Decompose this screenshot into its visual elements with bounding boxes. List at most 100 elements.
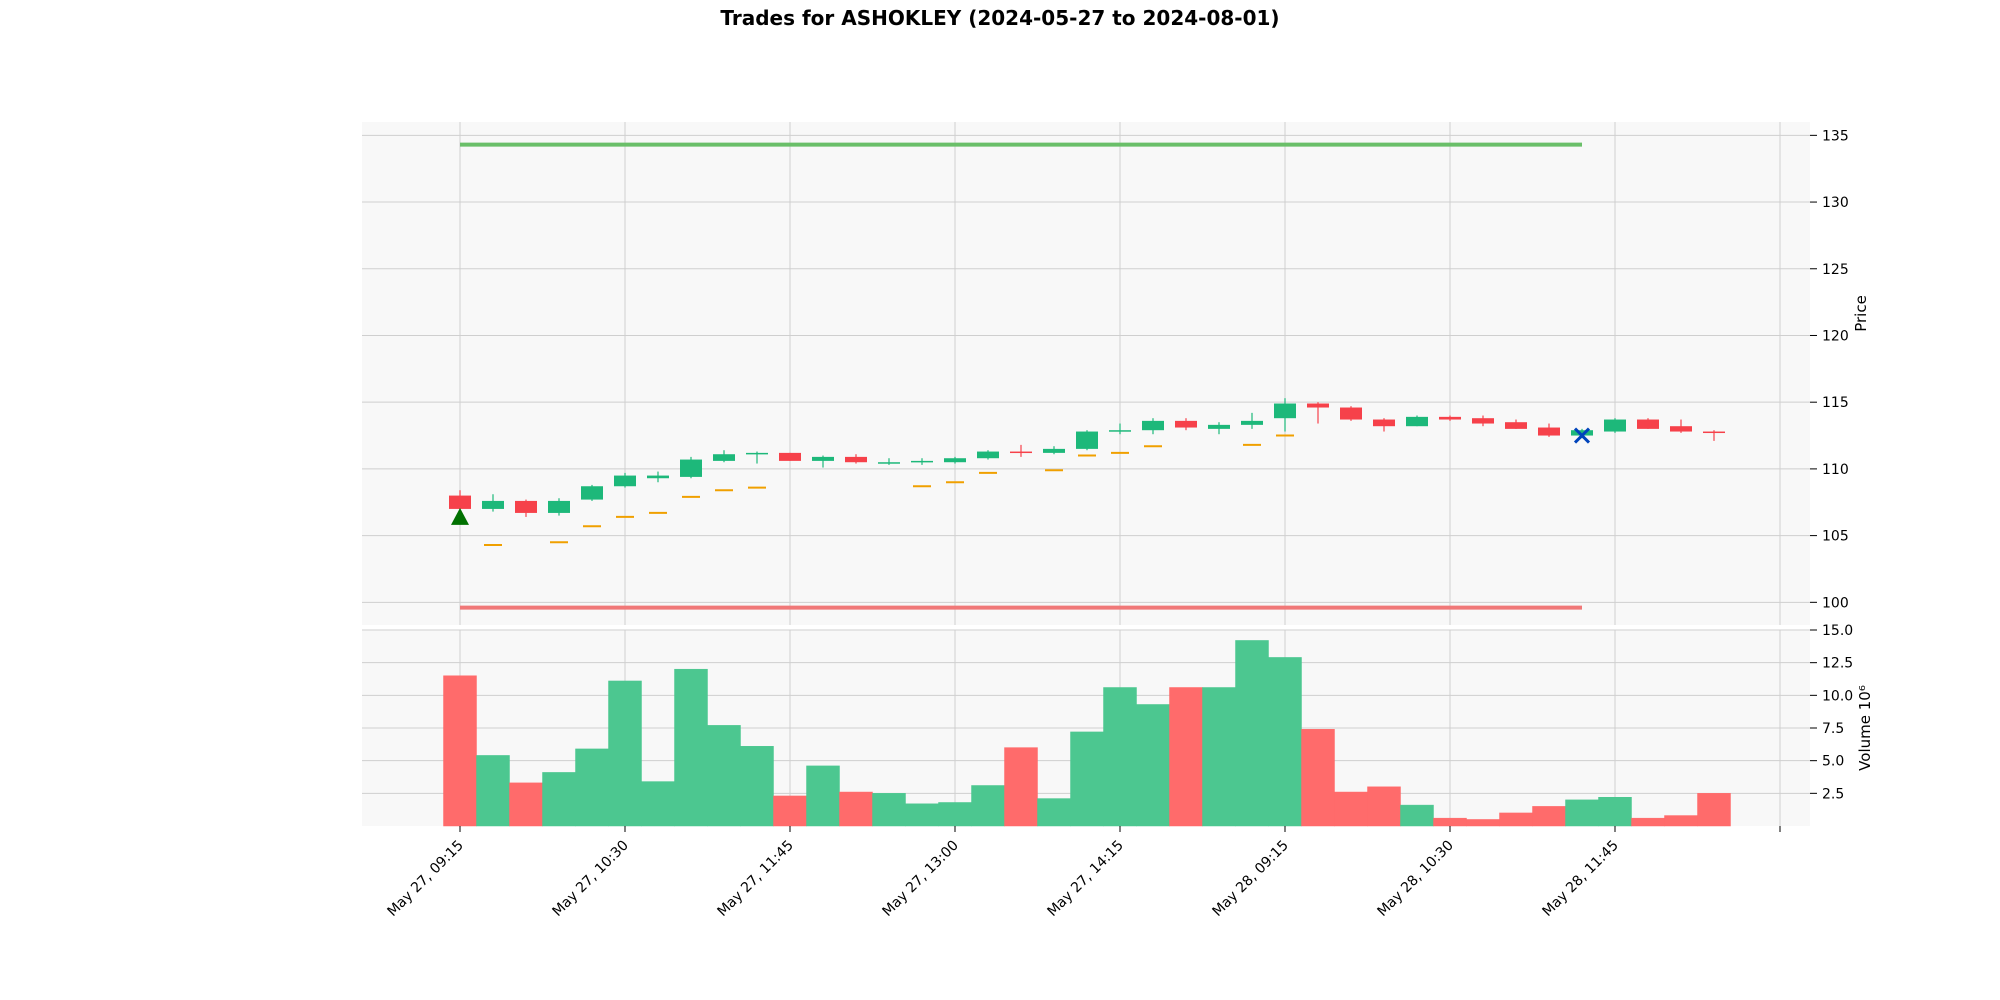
volume-bar (1631, 817, 1665, 827)
volume-bar (1037, 798, 1071, 827)
volume-bar (1664, 815, 1698, 827)
price-ytick-label: 100 (1822, 595, 1849, 611)
candle-body (944, 458, 966, 463)
volume-bar (1334, 791, 1368, 827)
volume-ytick-label: 5.0 (1822, 754, 1844, 770)
chart-title: Trades for ASHOKLEY (2024-05-27 to 2024-… (720, 6, 1280, 30)
volume-bar (1433, 817, 1467, 827)
volume-bar (1202, 687, 1236, 827)
candle-body (812, 456, 834, 461)
candle-body (1208, 424, 1230, 429)
volume-bar (443, 675, 477, 827)
x-tick-label: May 27, 14:15 (1044, 838, 1126, 920)
candle-body (779, 452, 801, 461)
volume-bar (971, 785, 1005, 827)
volume-bar (1004, 747, 1038, 827)
candle-body (1472, 418, 1494, 424)
price-ytick-label: 110 (1822, 462, 1849, 478)
candle-body (1604, 419, 1626, 432)
candle-body (548, 500, 570, 513)
price-ytick-label: 130 (1822, 195, 1849, 211)
candle-body (977, 451, 999, 459)
volume-panel: 2.5 5.0 7.5 10.0 12.5 15.0 Volume 10⁶ (362, 623, 1874, 827)
candle-body (878, 462, 900, 464)
candle-body (1637, 419, 1659, 429)
volume-bar (872, 793, 906, 827)
volume-bar (1400, 804, 1434, 827)
candle-body (911, 460, 933, 463)
x-tick-label: May 27, 10:30 (549, 838, 631, 920)
volume-ytick-label: 2.5 (1822, 786, 1844, 802)
volume-bar (1301, 729, 1335, 827)
volume-bar (1235, 640, 1269, 827)
volume-bar (1070, 731, 1104, 827)
candle-body (1307, 403, 1329, 408)
candle-body (614, 475, 636, 487)
candle-body (1505, 422, 1527, 429)
candle-body (1703, 431, 1725, 434)
volume-bar (1103, 687, 1137, 827)
candle-body (1175, 420, 1197, 428)
volume-ytick-label: 7.5 (1822, 721, 1844, 737)
candle-body (845, 456, 867, 463)
volume-bar (1598, 797, 1632, 827)
candle-body (713, 454, 735, 461)
candle-body (1010, 451, 1032, 454)
volume-bar (938, 802, 972, 827)
volume-bar (608, 680, 642, 827)
candle-body (581, 486, 603, 500)
volume-bar (476, 755, 510, 827)
candle-body (1043, 448, 1065, 453)
volume-ytick-label: 10.0 (1822, 688, 1853, 704)
candle-body (1406, 416, 1428, 427)
candle-body (1538, 427, 1560, 436)
price-ytick-label: 120 (1822, 328, 1849, 344)
volume-bar (1367, 786, 1401, 827)
volume-bar (773, 795, 807, 827)
x-tick-label: May 27, 11:45 (714, 838, 796, 920)
volume-bar (1532, 806, 1566, 827)
candle-body (449, 495, 471, 509)
x-axis: May 27, 09:15 May 27, 10:30 May 27, 11:45 M… (384, 826, 1781, 920)
volume-bar (839, 791, 873, 827)
volume-bar (674, 668, 708, 827)
price-ytick-label: 115 (1822, 395, 1849, 411)
volume-bar (1697, 793, 1731, 827)
volume-bar (1169, 687, 1203, 827)
volume-bar (707, 725, 741, 827)
candle-body (680, 459, 702, 477)
candle-body (1670, 426, 1692, 432)
candle-body (1076, 431, 1098, 449)
price-ytick-label: 105 (1822, 529, 1849, 545)
candle-body (647, 475, 669, 479)
volume-bar (1136, 704, 1170, 827)
volume-bar (575, 748, 609, 827)
candle-body (1373, 419, 1395, 427)
candle-body (1439, 416, 1461, 420)
candle-body (482, 500, 504, 509)
x-tick-label: May 28, 11:45 (1539, 838, 1621, 920)
candle-body (1241, 420, 1263, 425)
volume-bar (1499, 812, 1533, 827)
volume-bar (542, 772, 576, 827)
price-panel-background (362, 122, 1810, 625)
volume-axis-label: Volume 10⁶ (1856, 685, 1874, 771)
candle-body (746, 452, 768, 455)
x-tick-label: May 27, 13:00 (879, 838, 961, 920)
exit-marker-stroke (1573, 427, 1591, 444)
price-ytick-label: 125 (1822, 262, 1849, 278)
volume-bar (905, 803, 939, 827)
entry-marker (451, 507, 469, 525)
volume-bar (740, 746, 774, 827)
exit-marker (1573, 427, 1591, 444)
volume-bar (1268, 657, 1302, 827)
x-tick-label: May 28, 09:15 (1209, 838, 1291, 920)
price-ytick-label: 135 (1822, 128, 1849, 144)
volume-ytick-label: 12.5 (1822, 656, 1853, 672)
price-axis-label: Price (1852, 295, 1870, 332)
candle-body (515, 500, 537, 513)
candle-body (1571, 430, 1593, 436)
volume-bar (1565, 799, 1599, 827)
volume-bar (806, 765, 840, 827)
